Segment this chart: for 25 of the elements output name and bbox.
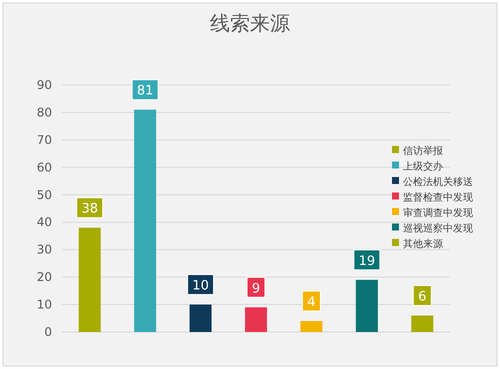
- data-label: 19: [358, 254, 376, 269]
- legend-label: 公检法机关移送: [403, 177, 473, 188]
- data-label: 10: [192, 278, 209, 294]
- ytick: 40: [36, 215, 52, 230]
- title: 线索来源: [210, 11, 290, 35]
- data-label: 4: [307, 295, 316, 310]
- legend-label: 监督检查中发现: [403, 192, 473, 204]
- legend-label: 巡视巡察中发现: [403, 224, 473, 234]
- ytick: 60: [36, 160, 52, 174]
- ytick: 90: [36, 78, 52, 92]
- data-label: 38: [81, 202, 98, 217]
- legend-label: 上级交办: [403, 162, 443, 172]
- ytick: 0: [44, 325, 52, 339]
- ytick: 70: [36, 132, 52, 147]
- ytick: 20: [36, 270, 52, 284]
- ytick: 80: [36, 105, 52, 120]
- legend-label: 审查调查中发现: [403, 208, 473, 219]
- ytick: 50: [36, 188, 52, 202]
- data-label: 81: [136, 84, 154, 99]
- ytick: 30: [36, 242, 52, 257]
- data-label: 6: [418, 290, 426, 305]
- ytick: 10: [36, 298, 52, 312]
- legend-label: 其他来源: [403, 239, 443, 250]
- data-label: 9: [252, 281, 260, 296]
- legend-label: 信访举报: [403, 146, 443, 157]
